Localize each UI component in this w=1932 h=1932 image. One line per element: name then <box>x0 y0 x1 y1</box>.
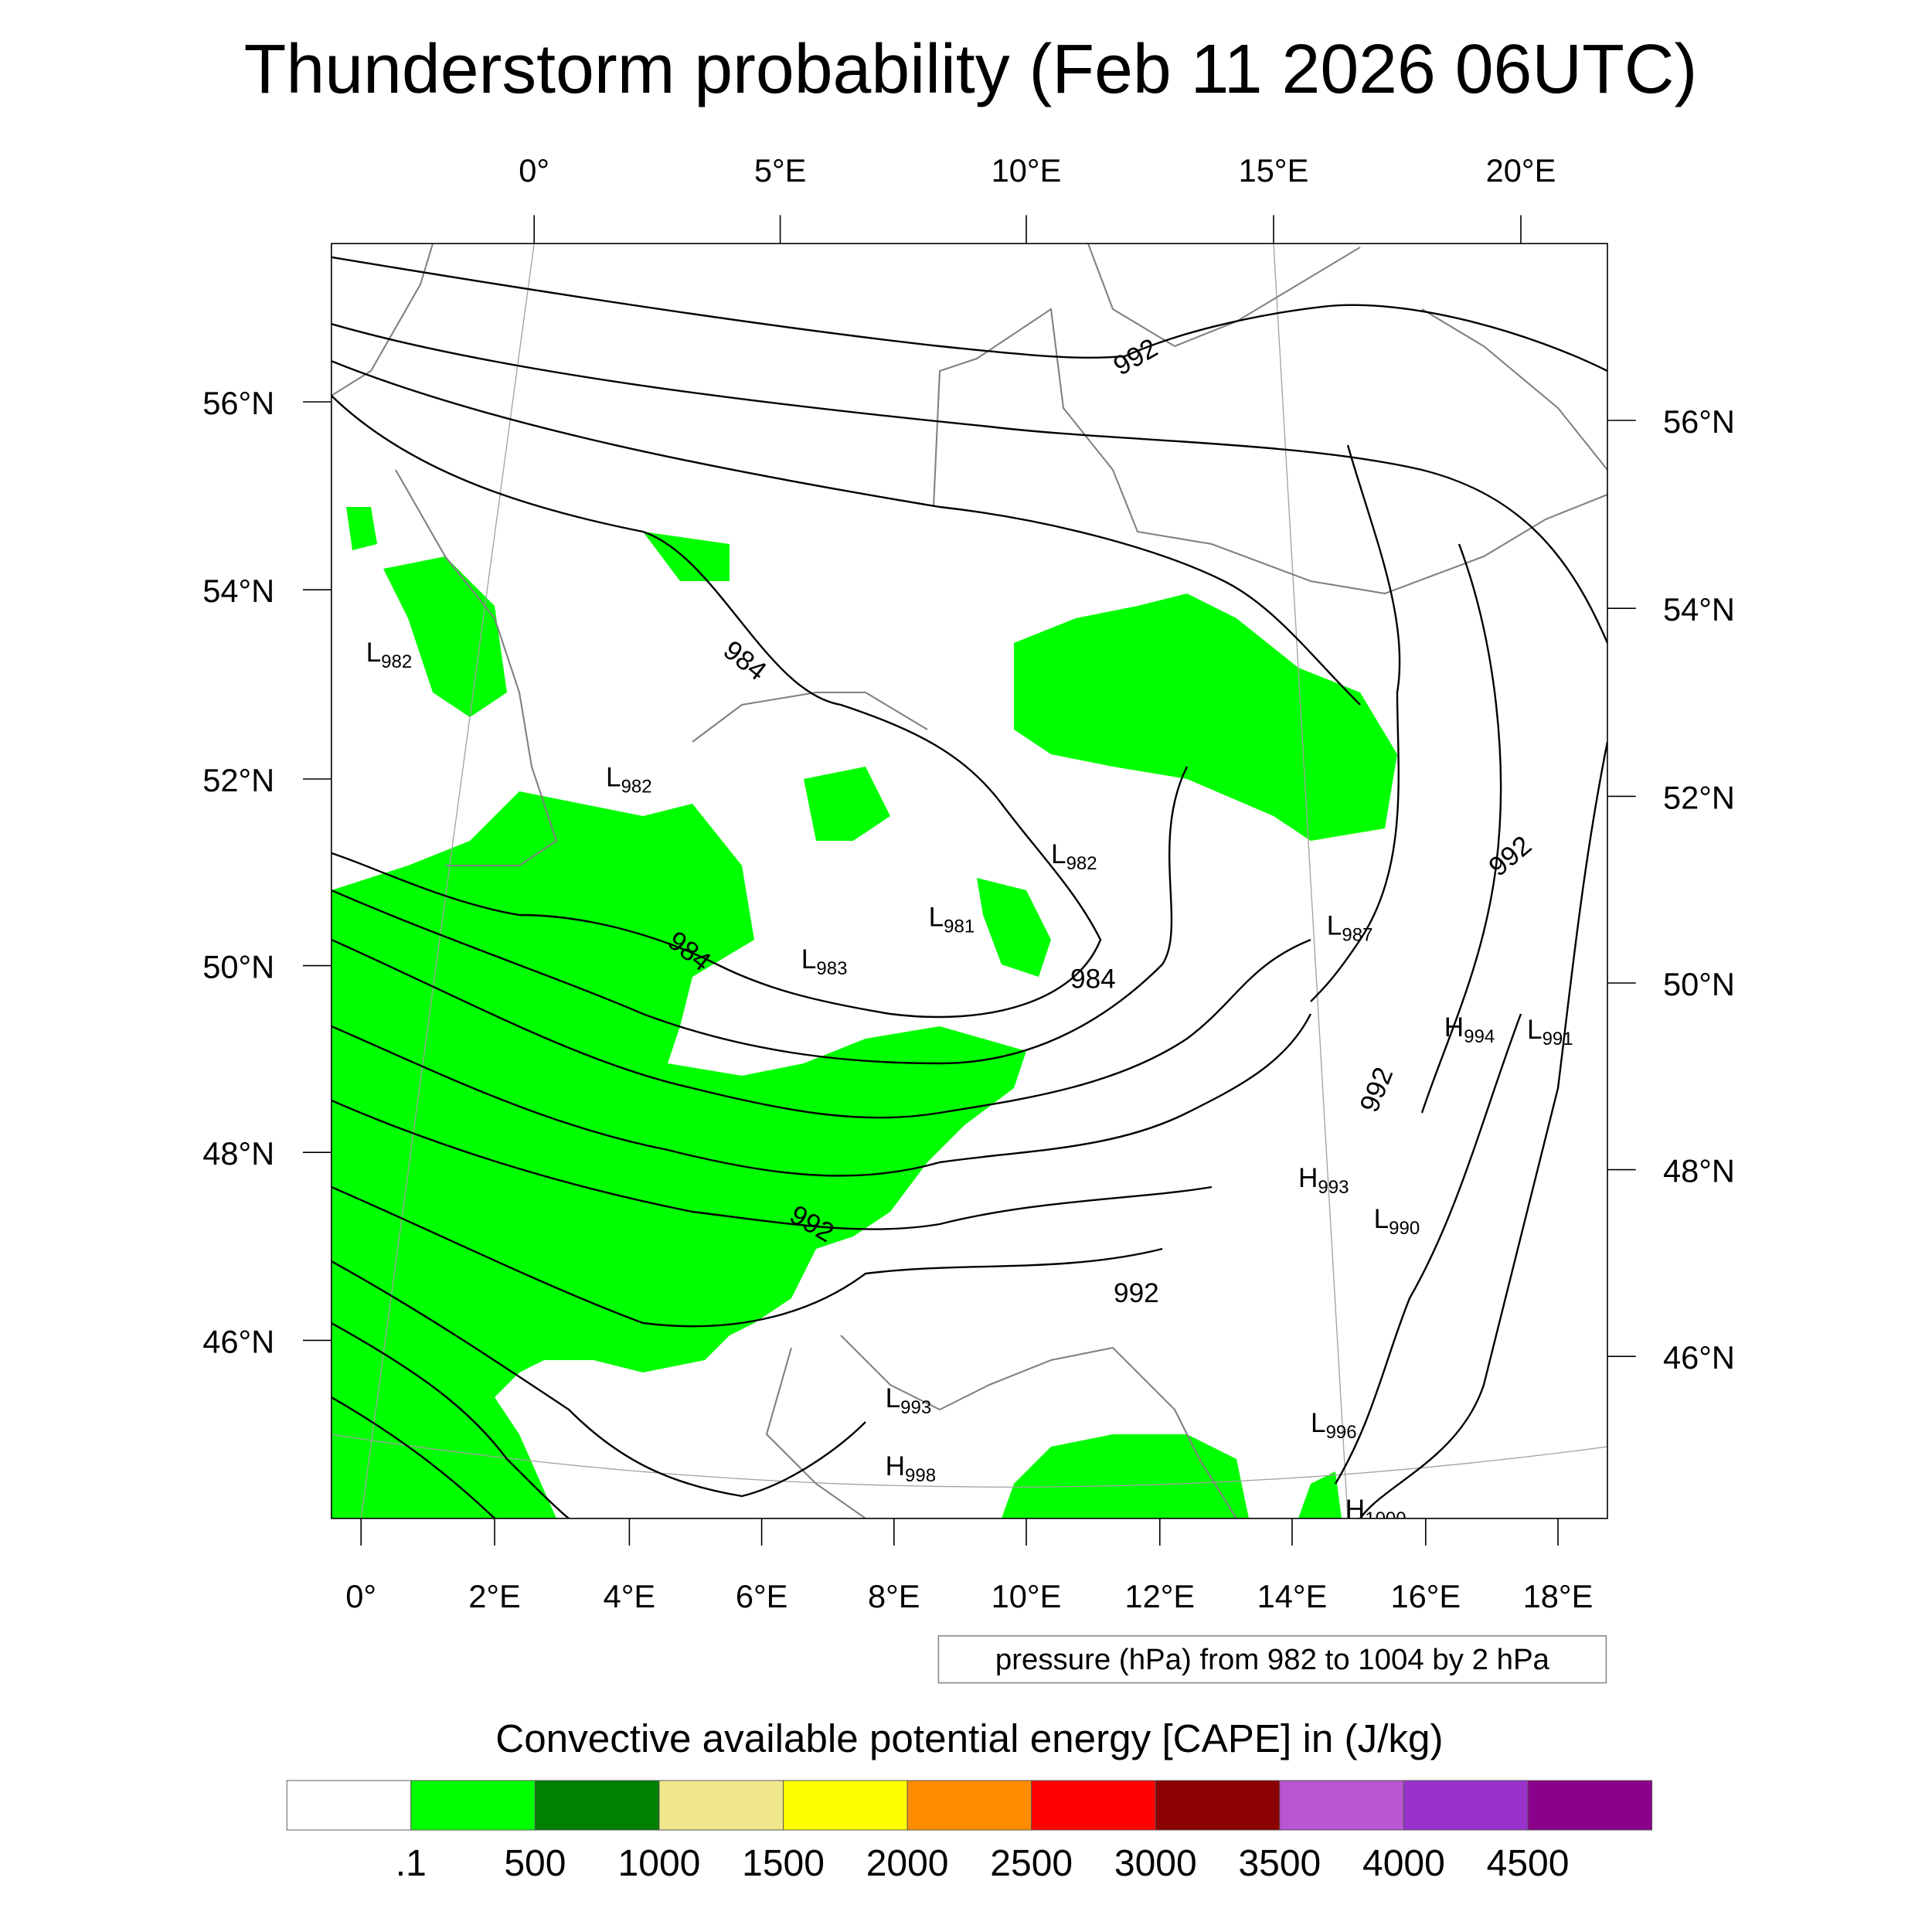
colorbar-tick-label: 500 <box>504 1843 566 1884</box>
colorbar-swatch <box>534 1780 660 1831</box>
colorbar-tick-label: 4000 <box>1362 1843 1445 1884</box>
contour-info-box <box>937 1635 1607 1684</box>
lat-label: 54°N <box>202 573 274 609</box>
left-latitude-labels: 56°N 54°N 52°N 50°N 48°N 46°N <box>202 385 274 1359</box>
top-ticks <box>533 215 1522 244</box>
lon-label: 10°E <box>992 1578 1062 1614</box>
lon-label: 12°E <box>1124 1578 1195 1614</box>
cape-area-uk-north <box>346 507 377 550</box>
bottom-longitude-labels: 0° 2°E 4°E 6°E 8°E 10°E 12°E 14°E 16°E 1… <box>345 1578 1593 1614</box>
colorbar-tick-label: 3500 <box>1238 1843 1321 1884</box>
pressure-center-label: L987 <box>1327 911 1373 946</box>
isobars <box>331 256 1607 1519</box>
cape-area-poland <box>1014 594 1397 841</box>
contour-label: 984 <box>1070 964 1116 994</box>
colorbar-tick-label: .1 <box>396 1843 427 1884</box>
coastlines <box>331 243 1607 1519</box>
colorbar-swatch <box>1155 1780 1281 1831</box>
lon-label: 10°E <box>992 152 1062 189</box>
contour-info-text: pressure (hPa) from 982 to 1004 by 2 hPa <box>995 1643 1550 1676</box>
lon-label: 14°E <box>1257 1578 1328 1614</box>
pressure-center-label: L991 <box>1527 1015 1573 1049</box>
map-panel: 992 984 984 984 992 992 992 992 L982 L98… <box>331 243 1607 1529</box>
lat-label: 50°N <box>202 949 274 985</box>
bottom-ticks <box>360 1518 1559 1546</box>
lat-label: 54°N <box>1663 591 1735 628</box>
pressure-center-label: H998 <box>886 1451 936 1486</box>
colorbar-swatch <box>1527 1780 1653 1831</box>
colorbar-tick-label: 1500 <box>742 1843 825 1884</box>
map-border <box>331 243 1608 1519</box>
contour-label: 992 <box>1114 1278 1159 1308</box>
colorbar-tick-label: 3000 <box>1114 1843 1197 1884</box>
lon-label: 2°E <box>468 1578 521 1614</box>
lat-label: 46°N <box>202 1323 274 1359</box>
lat-label: 46°N <box>1663 1339 1735 1376</box>
left-ticks <box>303 401 332 1342</box>
colorbar-labels: .1 500 1000 1500 2000 2500 3000 3500 4000 4500 <box>396 1843 1570 1884</box>
pressure-center-label: L990 <box>1374 1204 1420 1239</box>
colorbar-tick-label: 2500 <box>990 1843 1073 1884</box>
graticule <box>331 243 1607 1519</box>
map-title: Thunderstorm probability (Feb 11 2026 06… <box>244 30 1698 107</box>
pressure-center-label: L993 <box>886 1383 932 1418</box>
lat-label: 50°N <box>1663 966 1735 1002</box>
top-longitude-labels: 0° 5°E 10°E 15°E 20°E <box>519 152 1556 189</box>
pressure-center-label: L981 <box>929 902 975 937</box>
colorbar-swatch <box>410 1780 536 1831</box>
lon-label: 16°E <box>1390 1578 1461 1614</box>
lon-label: 18°E <box>1523 1578 1594 1614</box>
colorbar-swatch <box>1031 1780 1156 1831</box>
lon-label: 8°E <box>868 1578 920 1614</box>
colorbar-swatch <box>1279 1780 1404 1831</box>
cape-area-northsea <box>643 532 730 581</box>
colorbar-swatch <box>286 1780 412 1831</box>
cape-shading <box>331 507 1397 1519</box>
right-latitude-labels: 56°N 54°N 52°N 50°N 48°N 46°N <box>1663 403 1735 1376</box>
cape-area-uk <box>383 556 507 717</box>
lon-label: 6°E <box>736 1578 788 1614</box>
lon-label: 0° <box>519 152 549 189</box>
lat-label: 48°N <box>202 1135 274 1172</box>
lon-label: 4°E <box>604 1578 656 1614</box>
pressure-center-label: H994 <box>1444 1012 1495 1047</box>
lat-label: 52°N <box>202 762 274 798</box>
lat-label: 56°N <box>1663 403 1735 440</box>
cape-area-balkan <box>1298 1471 1342 1519</box>
pressure-center-label: L983 <box>801 944 848 979</box>
lon-label: 20°E <box>1486 152 1556 189</box>
right-ticks <box>1607 420 1636 1357</box>
colorbar-tick-label: 2000 <box>866 1843 949 1884</box>
lat-label: 48°N <box>1663 1153 1735 1189</box>
lat-label: 52°N <box>1663 779 1735 815</box>
lat-label: 56°N <box>202 385 274 421</box>
lon-label: 15°E <box>1239 152 1309 189</box>
pressure-center-label: L996 <box>1311 1408 1357 1443</box>
pressure-center-label: L982 <box>366 638 413 672</box>
pressure-center-label: L982 <box>1051 839 1097 874</box>
colorbar-swatch <box>906 1780 1032 1831</box>
colorbar-title: Convective available potential energy [C… <box>495 1716 1443 1760</box>
colorbar-tick-label: 4500 <box>1487 1843 1570 1884</box>
colorbar-swatch <box>1403 1780 1529 1831</box>
cape-area-thuringia <box>977 878 1051 977</box>
cape-area-central <box>804 767 890 841</box>
lon-label: 5°E <box>754 152 807 189</box>
pressure-center-label: L982 <box>606 763 652 798</box>
pressure-center-label: H993 <box>1298 1163 1349 1198</box>
colorbar-tick-label: 1000 <box>618 1843 701 1884</box>
pressure-center-label: H1000 <box>1345 1495 1406 1529</box>
cape-area-adriatic <box>1002 1434 1249 1519</box>
colorbar-swatch <box>783 1780 908 1831</box>
colorbar-swatch <box>658 1780 784 1831</box>
cape-area-west <box>331 791 1026 1519</box>
colorbar <box>286 1780 1653 1831</box>
lon-label: 0° <box>345 1578 376 1614</box>
pressure-centers: L982 L982 L982 L981 L983 L987 H994 L991 … <box>366 638 1573 1529</box>
